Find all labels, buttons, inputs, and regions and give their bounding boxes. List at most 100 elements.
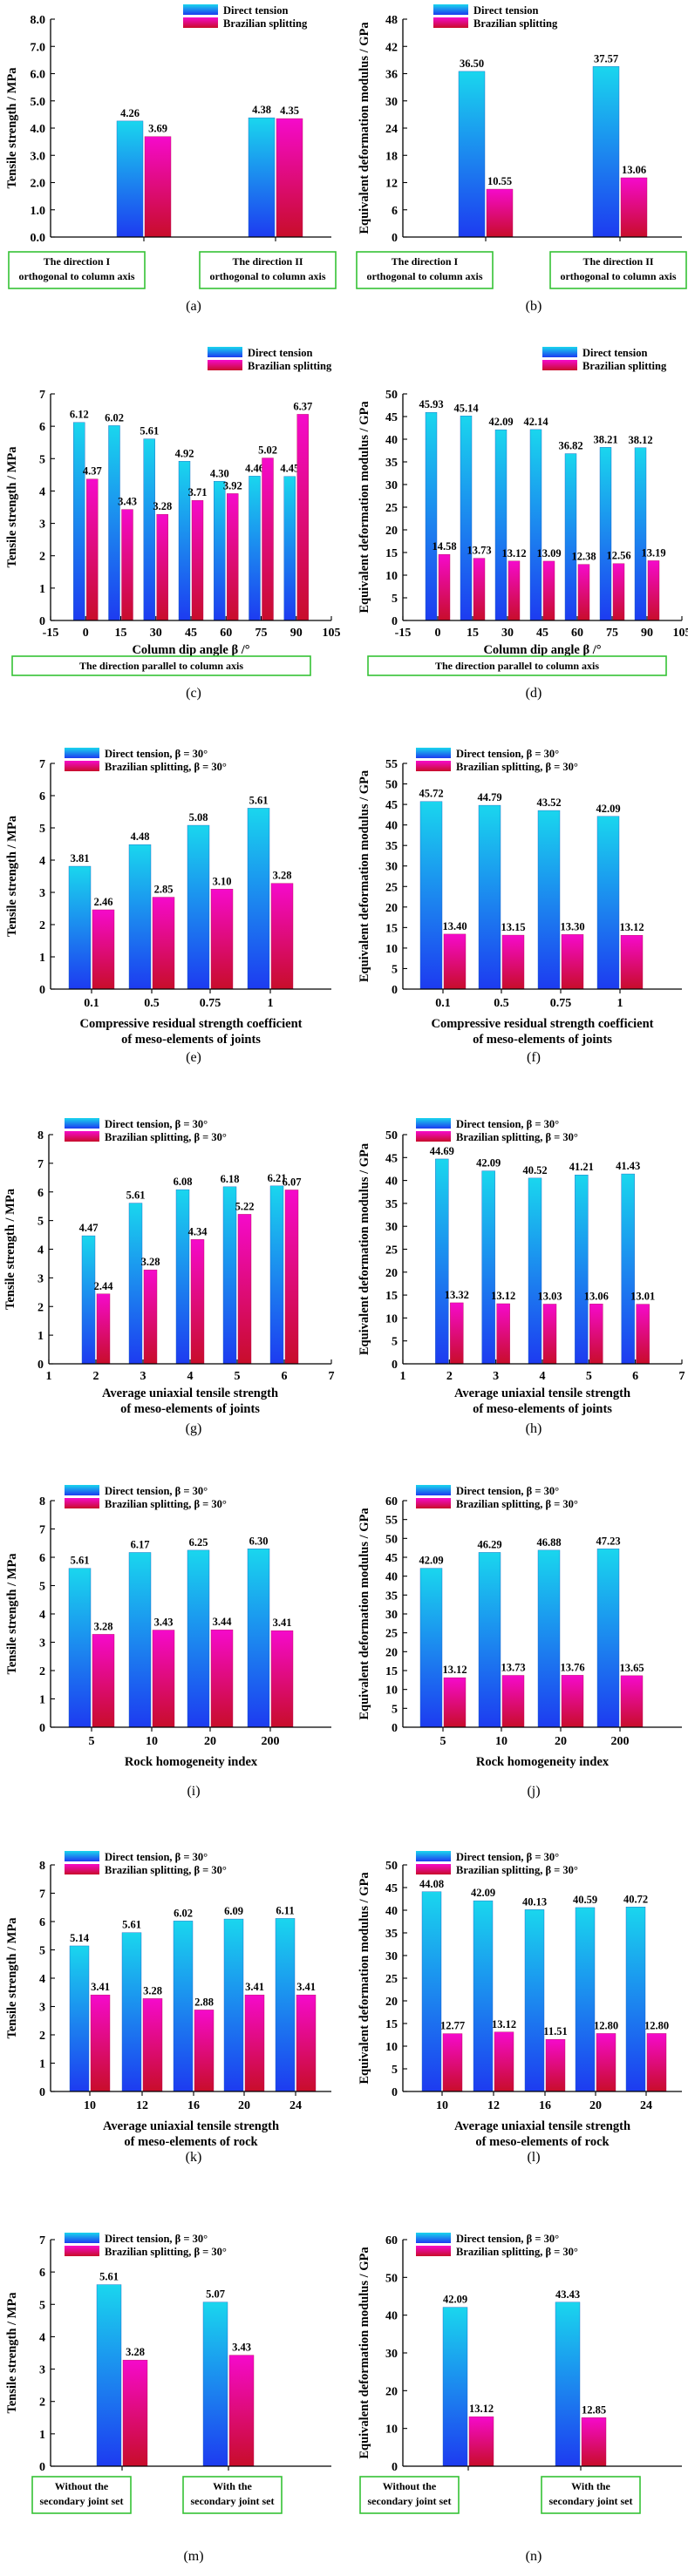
note-text: With the — [571, 2480, 610, 2492]
y-tick-label: 3 — [39, 887, 45, 900]
data-label: 3.28 — [94, 1620, 113, 1632]
x-tick-label: 30 — [150, 627, 162, 640]
y-tick-label: 2 — [39, 551, 45, 564]
data-label: 6.18 — [221, 1173, 240, 1185]
legend-swatch-brazilian-splitting — [65, 761, 99, 771]
bar-direct-tension — [596, 816, 620, 990]
bar-direct-tension — [599, 447, 612, 621]
y-tick-label: 25 — [385, 502, 398, 515]
x-tick-label: 5 — [89, 1735, 95, 1748]
y-tick-label: 40 — [385, 1905, 398, 1918]
bar-brazilian-splitting — [438, 553, 451, 621]
legend-label: Direct tension, β = 30° — [105, 1485, 208, 1497]
data-label: 3.71 — [188, 486, 208, 498]
legend-label: Brazilian splitting, β = 30° — [105, 1498, 227, 1510]
data-label: 43.43 — [555, 2288, 580, 2301]
bar-brazilian-splitting — [581, 2417, 607, 2467]
y-tick-label: 5 — [392, 1336, 398, 1349]
data-label: 13.12 — [491, 1290, 515, 1302]
y-tick-label: 3 — [37, 1272, 44, 1285]
y-tick-label: 35 — [385, 1590, 398, 1603]
bar-brazilian-splitting — [620, 1675, 644, 1728]
data-label: 46.88 — [536, 1536, 561, 1549]
bar-direct-tension — [435, 1158, 449, 1365]
bar-brazilian-splitting — [545, 2038, 566, 2092]
y-tick-label: 50 — [385, 779, 398, 792]
panel-label: (j) — [527, 1784, 540, 1799]
y-tick-label: 5 — [392, 593, 398, 606]
y-tick-label: 36 — [385, 69, 398, 82]
note-box — [356, 251, 494, 289]
bar-direct-tension — [481, 1170, 495, 1365]
data-label: 47.23 — [596, 1535, 620, 1547]
note-box — [367, 655, 667, 676]
bar-brazilian-splitting — [237, 1214, 252, 1365]
y-tick-label: 35 — [385, 457, 398, 470]
x-tick-label: 6 — [632, 1370, 638, 1383]
bar-direct-tension — [68, 1568, 92, 1728]
bar-brazilian-splitting — [443, 933, 467, 990]
y-tick-label: 2 — [39, 2030, 45, 2043]
x-tick-label: -15 — [43, 627, 59, 640]
y-tick-label: 40 — [385, 2310, 398, 2323]
bar-direct-tension — [425, 411, 438, 621]
data-label: 12.38 — [571, 551, 596, 563]
y-tick-label: 6 — [39, 1916, 45, 1929]
data-label: 38.12 — [628, 434, 652, 446]
x-tick-label: 0.1 — [435, 997, 451, 1010]
data-label: 42.09 — [596, 803, 620, 815]
data-label: 13.06 — [622, 164, 646, 176]
panel-label: (b) — [526, 299, 542, 314]
x-tick-label: 12 — [487, 2099, 500, 2112]
x-axis-title: of meso-elements of joints — [121, 1033, 261, 1047]
data-label: 5.61 — [99, 2271, 119, 2283]
data-label: 42.09 — [419, 1555, 443, 1567]
y-tick-label: 55 — [385, 1515, 398, 1528]
data-label: 14.58 — [432, 540, 456, 552]
bar-brazilian-splitting — [501, 934, 525, 990]
data-label: 37.57 — [594, 52, 618, 64]
x-tick-label: 0.75 — [200, 997, 221, 1010]
y-tick-label: 1 — [39, 1694, 45, 1707]
y-tick-label: 50 — [385, 1129, 398, 1142]
y-tick-label: 4 — [39, 855, 45, 868]
y-tick-label: 25 — [385, 1628, 398, 1641]
chart-panel-j: 42.09 46.29 46.88 47.23 13.12 13.73 13.76 13.65… — [358, 1485, 682, 1799]
x-tick-label: 2 — [93, 1370, 99, 1383]
note-text: orthogonal to column axis — [366, 270, 482, 282]
bar-brazilian-splitting — [122, 2359, 148, 2467]
y-tick-label: 6 — [39, 790, 45, 803]
bar-direct-tension — [121, 1932, 142, 2092]
y-tick-label: 10 — [385, 2423, 398, 2437]
chart-panel-h: 44.69 42.09 40.52 41.21 41.43 13.32 13.12 13.03… — [358, 1118, 685, 1436]
x-axis-title: Average uniaxial tensile strength — [103, 2119, 279, 2133]
bar-direct-tension — [81, 1235, 96, 1365]
y-tick-label: 2.0 — [31, 178, 46, 191]
y-tick-label: 0 — [39, 984, 45, 997]
data-label: 13.12 — [492, 2018, 516, 2030]
x-tick-label: 0 — [435, 627, 441, 640]
bar-direct-tension — [458, 71, 486, 238]
data-label: 12.80 — [644, 2019, 669, 2031]
x-axis-title: Column dip angle β /° — [483, 643, 601, 657]
y-tick-label: 8 — [39, 1860, 45, 1873]
y-tick-label: 20 — [385, 2385, 398, 2398]
note-text: The direction II — [232, 255, 303, 268]
data-label: 13.12 — [442, 1664, 467, 1676]
x-tick-label: 16 — [539, 2099, 551, 2112]
legend-swatch-brazilian-splitting — [65, 1498, 99, 1508]
x-tick-label: 24 — [640, 2099, 652, 2112]
data-label: 3.43 — [232, 2342, 251, 2354]
bar-direct-tension — [625, 1907, 646, 2092]
note-text: Without the — [55, 2480, 109, 2492]
y-tick-label: 24 — [385, 123, 398, 136]
data-label: 2.85 — [154, 884, 174, 896]
x-tick-label: 20 — [204, 1735, 216, 1748]
y-axis-title: Tensile strength / MPa — [5, 815, 19, 937]
note-box — [11, 655, 311, 676]
data-label: 4.38 — [252, 104, 271, 116]
y-tick-label: 18 — [385, 150, 398, 163]
data-label: 3.28 — [126, 2346, 145, 2358]
bar-direct-tension — [116, 120, 144, 238]
bar-brazilian-splitting — [468, 2416, 494, 2467]
